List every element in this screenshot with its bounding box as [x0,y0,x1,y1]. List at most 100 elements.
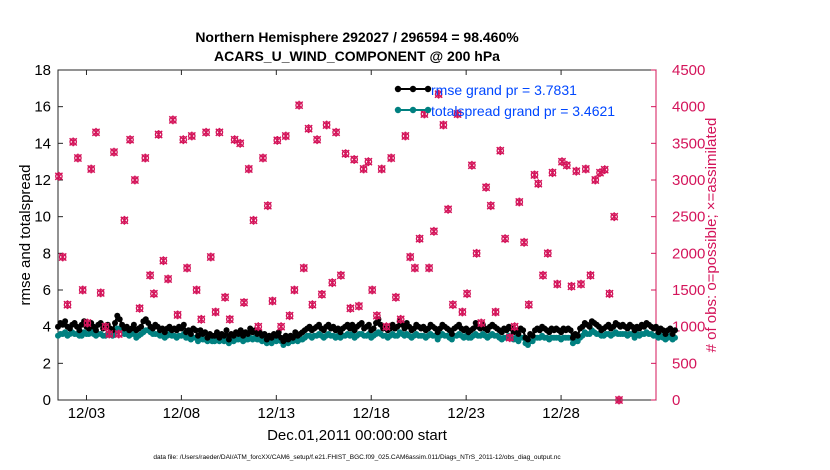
legend-rmse-marker-mid [409,85,417,93]
obs-assimilated-marker [114,329,123,339]
obs-assimilated-marker [467,160,476,170]
right-axis-label: # of obs: o=possible; ×=assimilated [703,118,720,353]
left-tick-label: 2 [43,355,51,372]
rmse-point [515,331,522,337]
right-tick-label: 2500 [672,209,705,226]
rmse-point [244,331,251,337]
rmse-point [401,325,408,332]
obs-assimilated-marker [63,300,72,310]
obs-assimilated-marker [576,279,586,289]
obs-assimilated-marker [73,153,82,163]
obs-assimilated-marker [548,168,557,178]
obs-assimilated-marker [346,303,355,313]
obs-assimilated-marker [572,166,581,176]
rmse-point [567,327,574,334]
obs-assimilated-marker [215,127,224,137]
rmse-point [97,320,104,326]
left-tick-label: 16 [34,99,51,116]
obs-assimilated-marker [354,301,363,311]
rmse-point [653,323,659,330]
obs-assimilated-marker [364,157,373,167]
right-tick-label: 4500 [672,62,705,79]
rmse-point [520,327,527,334]
right-tick-label: 4000 [672,99,705,116]
legend: rmse grand pr = 3.7831 totalspread grand… [394,82,615,119]
obs-assimilated-marker [183,263,192,273]
obs-assimilated-marker [313,135,322,145]
obs-assimilated-marker [458,307,467,317]
x-tick-label: 12/28 [542,405,580,422]
obs-assimilated-marker [277,322,286,332]
obs-assimilated-marker [211,307,220,317]
left-tick-label: 10 [34,209,51,226]
obs-assimilated-marker [391,292,400,302]
obs-assimilated-marker [553,279,562,289]
right-axis: 0 500 1000 1500 2000 2500 3000 3500 4000 4500 [651,62,705,409]
rmse-point [586,323,593,330]
rmse-point [524,336,531,343]
obs-assimilated-marker [415,234,424,244]
rmse-point [289,334,296,341]
data-file-footnote: data file: /Users/raeder/DAI/ATM_forcXX/… [153,454,561,461]
right-tick-label: 1500 [672,282,705,299]
obs-assimilated-marker [496,146,505,156]
obs-assimilated-marker [254,322,263,332]
left-tick-label: 8 [43,245,51,262]
obs-assimilated-marker [78,285,87,295]
obs-assimilated-marker [187,131,196,141]
rmse-point [221,332,228,339]
chart-title-line-1: Northern Hemisphere 292027 / 296594 = 98… [195,29,519,45]
legend-spread-marker-right [424,106,432,114]
obs-assimilated-marker [206,252,215,262]
left-tick-label: 4 [43,319,51,336]
obs-assimilated-marker [101,322,110,332]
obs-assimilated-marker [396,314,405,324]
obs-assimilated-marker [444,204,453,214]
obs-assimilated-marker [304,124,313,134]
obs-assimilated-marker [505,333,514,343]
rmse-point [223,327,230,334]
right-tick-label: 3500 [672,135,705,152]
series-totalspread [55,325,678,348]
legend-spread-label: totalspread grand pr = 3.4621 [431,103,615,119]
obs-assimilated-marker [141,153,150,163]
obs-assimilated-marker [105,329,114,339]
obs-assimilated-marker [614,395,624,405]
obs-assimilated-marker [87,164,96,174]
series-rmse [55,312,678,345]
rmse-point [195,332,201,339]
rmse-point [112,320,118,326]
rmse-point [275,329,282,336]
obs-assimilated-marker [595,168,605,178]
rmse-point [76,327,83,334]
x-tick-label: 12/18 [352,405,390,422]
obs-assimilated-marker [425,263,434,273]
obs-assimilated-marker [54,171,63,181]
rmse-point [180,321,187,328]
series-obs-count [54,89,624,405]
rmse-point [365,321,372,328]
obs-assimilated-marker [146,270,155,280]
obs-assimilated-marker [520,237,529,247]
obs-assimilated-marker [543,248,552,258]
legend-spread-marker-mid [409,106,417,114]
obs-assimilated-marker [179,135,188,145]
legend-rmse-marker-left [394,85,402,93]
obs-assimilated-marker [410,263,419,273]
right-tick-label: 1000 [672,319,705,336]
obs-assimilated-marker [605,289,614,299]
chart-title-line-2: ACARS_U_WIND_COMPONENT @ 200 hPa [214,48,500,64]
obs-assimilated-marker [225,314,234,324]
obs-assimilated-marker [341,149,350,158]
obs-assimilated-marker [453,109,462,119]
obs-assimilated-marker [69,137,78,147]
obs-assimilated-marker [372,311,381,321]
obs-assimilated-marker [221,292,230,302]
obs-assimilated-marker [130,175,139,185]
obs-assimilated-marker [406,252,415,262]
right-tick-label: 0 [672,392,680,409]
x-tick-label: 12/13 [258,405,296,422]
obs-assimilated-marker [368,285,377,295]
obs-assimilated-marker [149,289,158,299]
